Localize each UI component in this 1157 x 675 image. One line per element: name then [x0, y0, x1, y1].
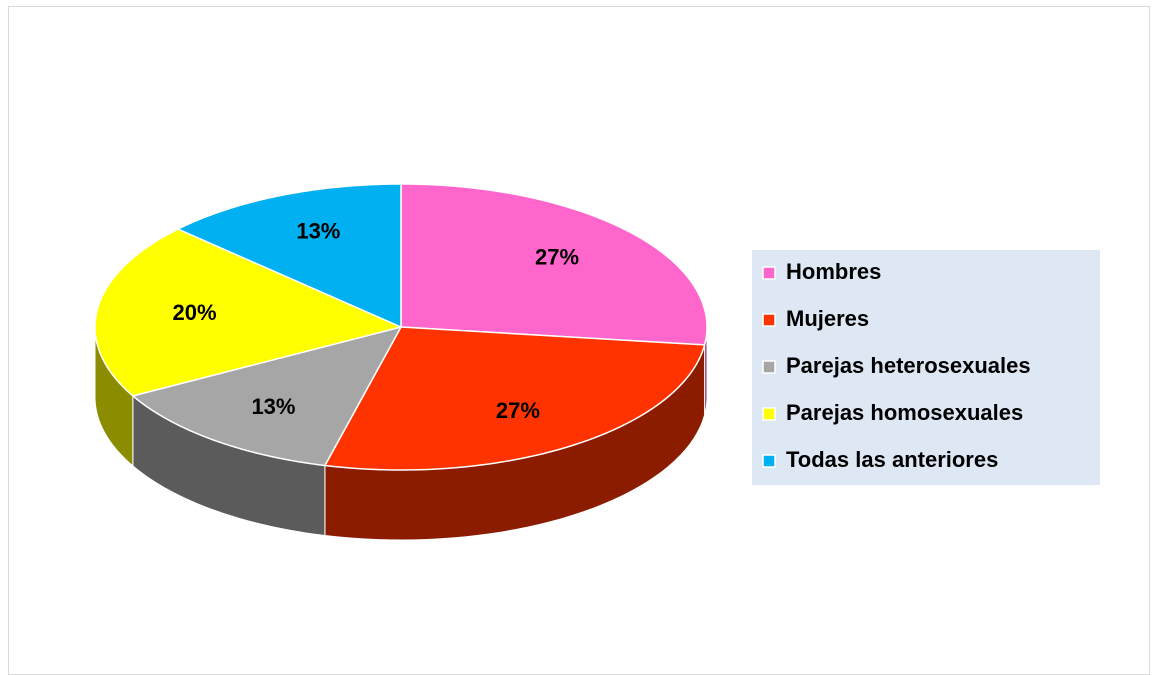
legend-box: [752, 250, 1100, 485]
legend-swatch: [762, 266, 776, 280]
slice: [131, 325, 403, 467]
legend-swatch: [762, 407, 776, 421]
data-label: 13%: [296, 218, 340, 243]
slice: [176, 183, 402, 329]
data-label: 13%: [251, 394, 295, 419]
slice: [400, 183, 708, 346]
legend-label: Mujeres: [786, 306, 869, 331]
legend-swatch: [762, 454, 776, 468]
legend-label: Hombres: [786, 259, 881, 284]
legend-label: Parejas heterosexuales: [786, 353, 1031, 378]
legend-label: Todas las anteriores: [786, 447, 998, 472]
legend-swatch: [762, 313, 776, 327]
legend-swatch: [762, 360, 776, 374]
data-label: 27%: [535, 245, 579, 270]
slice: [323, 326, 706, 471]
data-label: 20%: [173, 300, 217, 325]
slice: [94, 228, 404, 397]
legend-label: Parejas homosexuales: [786, 400, 1023, 425]
data-label: 27%: [496, 398, 540, 423]
